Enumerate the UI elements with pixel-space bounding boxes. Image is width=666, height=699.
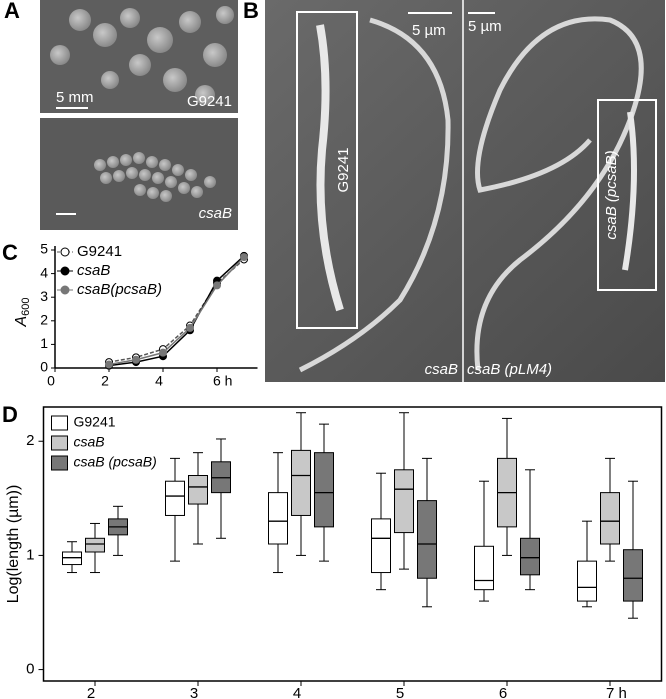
marker bbox=[159, 348, 167, 357]
x-tick-label: 4 bbox=[155, 373, 163, 389]
box bbox=[577, 560, 597, 602]
x-tick-label: 5 bbox=[396, 685, 404, 699]
length-boxplot: 0 1 2 Log(length (µm)) 2 3 4 5 6 7 h G9241 csaB csaB… bbox=[5, 406, 663, 699]
marker bbox=[105, 360, 113, 369]
box bbox=[520, 537, 540, 576]
panel-a: 5 mm G9241 csaB bbox=[40, 0, 238, 230]
inset-label: G9241 bbox=[335, 147, 352, 192]
colony-image bbox=[40, 118, 238, 230]
y-tick-label: 3 bbox=[40, 288, 48, 304]
plot-frame bbox=[42, 406, 663, 682]
strain-label: G9241 bbox=[187, 93, 232, 110]
inset-label: csaB (pcsaB) bbox=[603, 150, 620, 239]
filament bbox=[298, 17, 451, 373]
filament bbox=[316, 24, 344, 312]
marker bbox=[213, 281, 221, 290]
legend-label: csaB(pcsaB) bbox=[77, 281, 162, 298]
legend-marker bbox=[60, 285, 70, 295]
legend-label: csaB bbox=[74, 434, 105, 450]
strain-label: csaB bbox=[425, 361, 458, 378]
panel-label: C bbox=[2, 240, 18, 265]
y-tick-label: 5 bbox=[40, 241, 48, 257]
inset bbox=[296, 11, 358, 329]
box bbox=[291, 449, 311, 516]
legend-label: csaB (pcsaB) bbox=[74, 454, 157, 470]
x-tick-label: 0 bbox=[47, 373, 55, 389]
x-tick-label: 4 bbox=[293, 685, 301, 699]
x-tick-label: 7 h bbox=[606, 685, 627, 699]
y-tick-label: 1 bbox=[40, 335, 48, 351]
box bbox=[371, 518, 391, 574]
y-tick-label: 0 bbox=[40, 359, 48, 375]
box bbox=[394, 469, 414, 534]
y-axis-label: A600 bbox=[13, 297, 32, 327]
x-tick-label: 3 bbox=[190, 685, 198, 699]
scale-label: 5 µm bbox=[412, 22, 446, 39]
box bbox=[600, 492, 620, 545]
legend-swatch bbox=[51, 455, 68, 471]
box bbox=[623, 549, 643, 602]
panel-label: B bbox=[243, 0, 259, 23]
legend-swatch bbox=[51, 435, 68, 451]
y-tick-label: 2 bbox=[40, 312, 48, 328]
x-tick-label: 2 bbox=[87, 685, 95, 699]
colonies bbox=[94, 152, 216, 202]
box bbox=[268, 492, 288, 545]
strain-label: csaB (pLM4) bbox=[467, 361, 552, 378]
legend-label: G9241 bbox=[74, 414, 116, 430]
y-label-sub: 600 bbox=[20, 297, 32, 315]
y-tick-label: 0 bbox=[26, 661, 34, 678]
y-tick-label: 1 bbox=[26, 546, 34, 563]
x-tick-label: 6 bbox=[499, 685, 507, 699]
legend-label: G9241 bbox=[77, 243, 122, 260]
inset bbox=[597, 99, 657, 291]
y-tick-label: 4 bbox=[40, 264, 48, 280]
marker bbox=[132, 355, 140, 364]
box bbox=[188, 475, 208, 505]
y-label-main: A bbox=[13, 316, 30, 328]
y-tick-label: 2 bbox=[26, 432, 34, 449]
legend-label: csaB bbox=[77, 262, 110, 279]
panel-b: 5 µm 5 µm G9241 csaB (pcsaB) csaB csaB (… bbox=[265, 0, 665, 382]
marker bbox=[186, 323, 194, 332]
growth-chart: 0 2 4 6 h 0 1 2 3 4 5 A600 G9241 csaB csaB(pcsaB) bbox=[13, 241, 258, 389]
box bbox=[85, 537, 105, 553]
legend-swatch bbox=[51, 415, 68, 431]
panel-label: D bbox=[2, 402, 18, 427]
series-line bbox=[108, 258, 245, 363]
colonies bbox=[50, 6, 234, 105]
box bbox=[474, 545, 494, 591]
box bbox=[165, 480, 185, 516]
panel-label: A bbox=[4, 0, 20, 23]
series-line bbox=[108, 256, 245, 366]
scale-label: 5 mm bbox=[56, 89, 94, 106]
series-line bbox=[108, 255, 245, 367]
y-axis-label: Log(length (µm)) bbox=[5, 485, 22, 604]
x-tick-label: 6 h bbox=[213, 373, 232, 389]
box bbox=[417, 500, 437, 579]
strain-label: csaB bbox=[199, 205, 232, 222]
scale-label: 5 µm bbox=[468, 18, 502, 35]
filament bbox=[474, 16, 644, 371]
filament bbox=[622, 111, 637, 271]
legend-marker bbox=[60, 247, 70, 257]
legend-marker bbox=[60, 266, 70, 276]
box bbox=[314, 452, 334, 528]
marker bbox=[240, 253, 248, 262]
x-tick-label: 2 bbox=[101, 373, 109, 389]
